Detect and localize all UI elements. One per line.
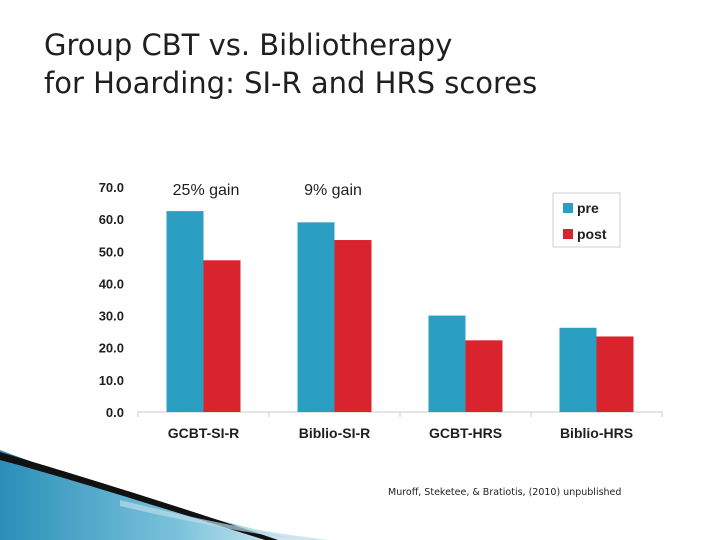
bar-post [203, 260, 241, 412]
swoosh-black [0, 452, 278, 540]
x-tick-label: GCBT-HRS [429, 425, 502, 441]
gain-annotation: 9% gain [304, 182, 362, 199]
legend-swatch-pre [563, 203, 573, 213]
x-tick-label: Biblio-SI-R [299, 425, 371, 441]
legend-swatch-post [563, 229, 573, 239]
footer-decoration [0, 450, 330, 540]
y-tick-label: 0.0 [106, 405, 124, 420]
bar-pre [559, 327, 597, 412]
bar-post [596, 336, 634, 412]
bar-pre [166, 211, 204, 412]
legend-label-pre: pre [577, 200, 599, 216]
x-tick-label: Biblio-HRS [560, 425, 633, 441]
bar-pre [297, 222, 335, 412]
slide-title: Group CBT vs. Bibliotherapy for Hoarding… [44, 26, 694, 102]
gain-annotation: 25% gain [173, 182, 240, 199]
y-tick-label: 40.0 [99, 276, 124, 291]
y-tick-label: 60.0 [99, 212, 124, 227]
title-line-1: Group CBT vs. Bibliotherapy [44, 28, 453, 62]
title-line-2: for Hoarding: SI-R and HRS scores [44, 66, 538, 100]
bar-pre [428, 315, 466, 412]
y-tick-label: 50.0 [99, 244, 124, 259]
y-tick-label: 10.0 [99, 373, 124, 388]
label-layer: GCBT-SI-R Biblio-SI-R GCBT-HRS Biblio-HRS 25… [168, 182, 633, 441]
x-tick-label: GCBT-SI-R [168, 425, 240, 441]
bar-post [334, 240, 372, 412]
legend-label-post: post [577, 226, 607, 242]
bar-post [465, 340, 503, 412]
y-tick-label: 20.0 [99, 341, 124, 356]
y-tick-label: 70.0 [99, 180, 124, 195]
bar-layer [166, 211, 634, 412]
citation: Muroff, Steketee, & Bratiotis, (2010) un… [388, 487, 622, 498]
legend: pre post [552, 192, 621, 248]
swoosh-blue [0, 450, 300, 540]
y-tick-label: 30.0 [99, 309, 124, 324]
